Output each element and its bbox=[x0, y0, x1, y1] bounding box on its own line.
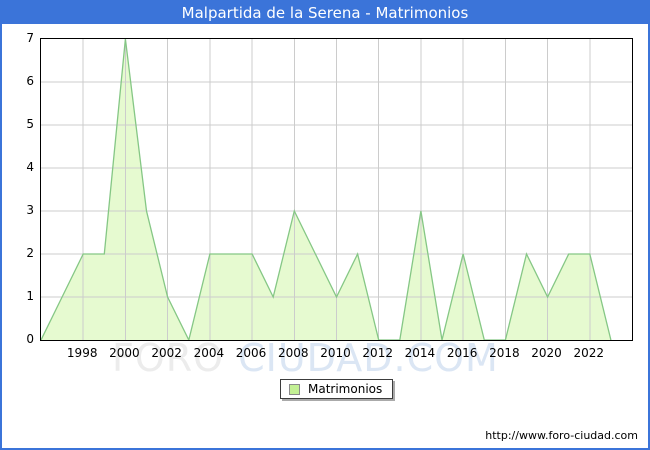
x-tick-label: 2018 bbox=[489, 346, 520, 360]
x-tick-label: 1998 bbox=[66, 346, 98, 360]
chart-title: Malpartida de la Serena - Matrimonios bbox=[2, 2, 648, 24]
y-tick-label: 4 bbox=[26, 160, 34, 174]
x-tick-label: 2014 bbox=[404, 346, 436, 360]
y-tick-label: 0 bbox=[26, 332, 34, 346]
area-fill bbox=[41, 39, 611, 340]
y-tick-label: 6 bbox=[26, 74, 34, 88]
x-tick-label: 2016 bbox=[446, 346, 478, 360]
x-tick-label: 2008 bbox=[278, 346, 309, 360]
x-tick-label: 2002 bbox=[151, 346, 182, 360]
x-tick-label: 2000 bbox=[109, 346, 140, 360]
x-tick-label: 2006 bbox=[235, 346, 267, 360]
y-tick-label: 1 bbox=[26, 289, 34, 303]
y-tick-label: 7 bbox=[26, 31, 34, 45]
x-tick-label: 2022 bbox=[573, 346, 605, 360]
legend-label: Matrimonios bbox=[308, 382, 383, 396]
y-tick-label: 5 bbox=[26, 117, 34, 131]
watermark-ciudad: CIUDAD.COM bbox=[238, 336, 499, 380]
area-chart-svg bbox=[41, 39, 632, 340]
legend-swatch-icon bbox=[289, 383, 300, 395]
y-tick-label: 3 bbox=[26, 203, 34, 217]
x-tick-label: 2010 bbox=[320, 346, 351, 360]
y-tick-label: 2 bbox=[26, 246, 34, 260]
legend: Matrimonios bbox=[280, 379, 394, 399]
plot-area bbox=[40, 38, 633, 341]
data-line bbox=[41, 39, 612, 340]
site-url: http://www.foro-ciudad.com bbox=[485, 429, 638, 442]
x-tick-label: 2004 bbox=[193, 346, 225, 360]
watermark: FORO CIUDAD.COM bbox=[112, 336, 499, 380]
x-tick-label: 2012 bbox=[362, 346, 393, 360]
watermark-foro: FORO bbox=[112, 336, 225, 380]
x-tick-label: 2020 bbox=[531, 346, 562, 360]
